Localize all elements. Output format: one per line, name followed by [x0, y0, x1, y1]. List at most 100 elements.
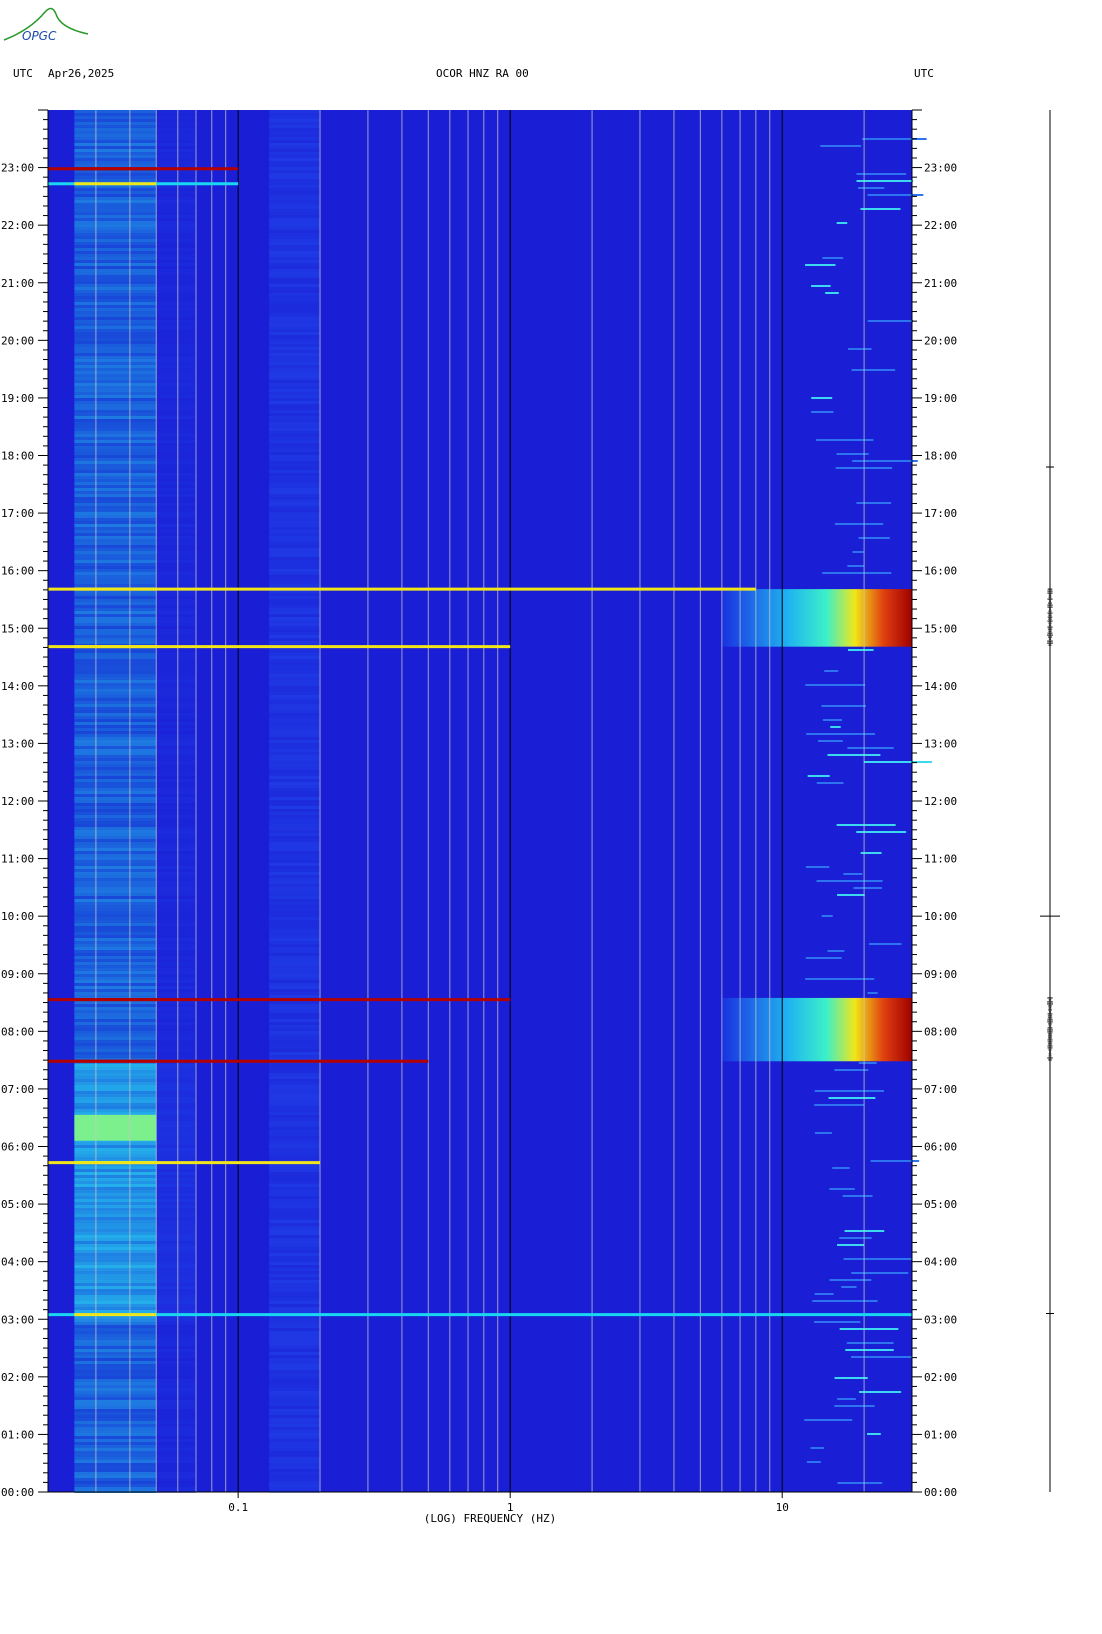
low-frequency-cell: [156, 368, 197, 371]
low-frequency-cell: [269, 647, 321, 650]
low-frequency-cell: [156, 539, 197, 542]
low-frequency-cell: [156, 485, 197, 488]
low-frequency-cell: [74, 263, 157, 266]
low-frequency-cell: [74, 599, 157, 602]
low-frequency-cell: [74, 929, 157, 932]
low-frequency-cell: [74, 242, 157, 245]
low-frequency-cell: [156, 755, 197, 758]
low-frequency-cell: [156, 284, 197, 287]
low-frequency-cell: [269, 815, 321, 818]
low-frequency-cell: [74, 983, 157, 986]
low-frequency-cell: [74, 812, 157, 815]
low-frequency-cell: [269, 518, 321, 521]
low-frequency-cell: [74, 1343, 157, 1346]
low-frequency-cell: [74, 188, 157, 191]
low-frequency-cell: [269, 1475, 321, 1478]
right-utc-label: UTC: [914, 67, 934, 80]
low-frequency-cell: [269, 602, 321, 605]
low-frequency-cell: [74, 917, 157, 920]
low-frequency-cell: [74, 1226, 157, 1229]
low-frequency-cell: [74, 830, 157, 833]
low-frequency-cell: [156, 1085, 197, 1088]
low-frequency-cell: [74, 455, 157, 458]
low-frequency-cell: [156, 1040, 197, 1043]
low-frequency-cell: [74, 1391, 157, 1394]
low-frequency-cell: [74, 356, 157, 359]
low-frequency-cell: [269, 1190, 321, 1193]
low-frequency-cell: [269, 221, 321, 224]
low-frequency-cell: [156, 1244, 197, 1247]
low-frequency-cell: [156, 1028, 197, 1031]
low-frequency-cell: [269, 1073, 321, 1076]
low-frequency-cell: [74, 1364, 157, 1367]
low-frequency-cell: [269, 125, 321, 128]
low-frequency-cell: [269, 479, 321, 482]
low-frequency-cell: [269, 269, 321, 272]
low-frequency-cell: [269, 863, 321, 866]
low-frequency-cell: [156, 776, 197, 779]
low-frequency-cell: [156, 821, 197, 824]
high-frequency-cell: [837, 1482, 883, 1484]
low-frequency-cell: [156, 1220, 197, 1223]
low-frequency-cell: [269, 323, 321, 326]
low-frequency-cell: [269, 1460, 321, 1463]
low-frequency-cell: [74, 563, 157, 566]
low-frequency-cell: [269, 614, 321, 617]
low-frequency-cell: [269, 1337, 321, 1340]
low-frequency-cell: [269, 941, 321, 944]
low-frequency-cell: [269, 1172, 321, 1175]
low-frequency-cell: [74, 668, 157, 671]
low-frequency-cell: [74, 296, 157, 299]
low-frequency-cell: [74, 1481, 157, 1484]
low-frequency-cell: [156, 254, 197, 257]
low-frequency-cell: [74, 1100, 157, 1103]
low-frequency-cell: [156, 419, 197, 422]
low-frequency-cell: [74, 245, 157, 248]
low-frequency-cell: [74, 1451, 157, 1454]
low-frequency-cell: [156, 1172, 197, 1175]
low-frequency-cell: [74, 1031, 157, 1034]
low-frequency-cell: [74, 1265, 157, 1268]
low-frequency-cell: [156, 263, 197, 266]
low-frequency-cell: [269, 1481, 321, 1484]
low-frequency-cell: [269, 284, 321, 287]
low-frequency-cell: [74, 992, 157, 995]
low-frequency-cell: [156, 1007, 197, 1010]
low-frequency-cell: [74, 497, 157, 500]
high-frequency-cell: [805, 957, 842, 959]
low-frequency-cell: [269, 680, 321, 683]
low-frequency-cell: [74, 545, 157, 548]
low-frequency-cell: [269, 1157, 321, 1160]
low-frequency-cell: [269, 1412, 321, 1415]
low-frequency-cell: [156, 1400, 197, 1403]
low-frequency-cell: [74, 1304, 157, 1307]
low-frequency-cell: [74, 368, 157, 371]
low-frequency-cell: [74, 695, 157, 698]
low-frequency-cell: [269, 1202, 321, 1205]
low-frequency-cell: [74, 161, 157, 164]
low-frequency-cell: [156, 1199, 197, 1202]
low-frequency-cell: [74, 1148, 157, 1151]
low-frequency-cell: [74, 1397, 157, 1400]
low-frequency-cell: [74, 1310, 157, 1313]
low-frequency-cell: [74, 1355, 157, 1358]
low-frequency-cell: [74, 401, 157, 404]
y-tick-label-left: 23:00: [1, 162, 34, 175]
low-frequency-cell: [156, 1148, 197, 1151]
low-frequency-cell: [156, 632, 197, 635]
low-frequency-cell: [74, 956, 157, 959]
low-frequency-cell: [74, 464, 157, 467]
low-frequency-cell: [269, 509, 321, 512]
low-frequency-cell: [269, 674, 321, 677]
low-frequency-cell: [156, 119, 197, 122]
low-frequency-cell: [269, 809, 321, 812]
low-frequency-cell: [269, 1421, 321, 1424]
low-frequency-cell: [269, 1376, 321, 1379]
y-tick-label-left: 09:00: [1, 968, 34, 981]
low-frequency-cell: [269, 884, 321, 887]
low-frequency-cell: [269, 821, 321, 824]
low-frequency-cell: [74, 1352, 157, 1355]
low-frequency-cell: [74, 782, 157, 785]
low-frequency-cell: [269, 1217, 321, 1220]
low-frequency-cell: [269, 1394, 321, 1397]
